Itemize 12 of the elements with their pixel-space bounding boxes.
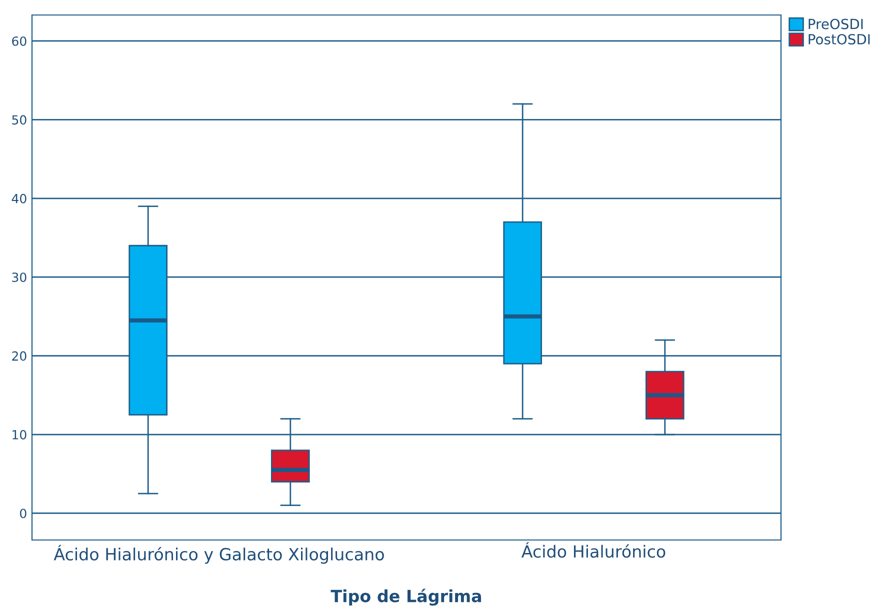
y-tick-label: 50 bbox=[12, 115, 26, 125]
y-tick-label: 20 bbox=[12, 351, 26, 361]
x-axis-title: Tipo de Lágrima bbox=[330, 588, 482, 606]
y-tick-label: 30 bbox=[12, 272, 26, 282]
legend-label: PostOSDI bbox=[808, 34, 870, 45]
y-tick-label: 40 bbox=[12, 194, 26, 204]
legend-label: PreOSDI bbox=[808, 18, 863, 30]
y-tick-label: 60 bbox=[12, 36, 26, 46]
x-tick-label: Ácido Hialurónico bbox=[521, 542, 666, 558]
y-tick-label: 0 bbox=[20, 508, 26, 518]
y-tick-label: 10 bbox=[12, 430, 26, 440]
x-tick-label: Ácido Hialurónico y Galacto Xiloglucano bbox=[54, 544, 384, 564]
